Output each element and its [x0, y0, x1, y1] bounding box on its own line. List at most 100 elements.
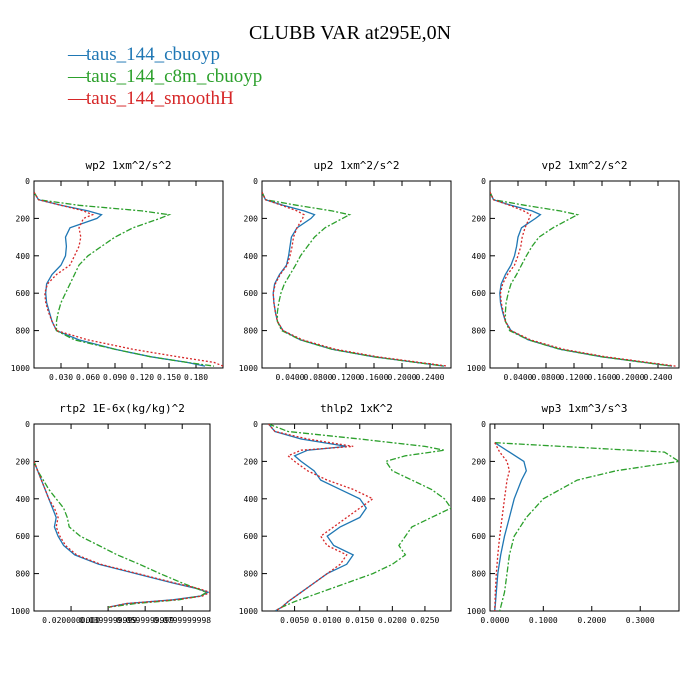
chart-panel-3: vp2 1xm^2/s^2 0 200 400 600 800 1000 0.0400 0.08… — [467, 159, 680, 382]
y-tick-label: 0 — [481, 177, 486, 186]
series-line-3 — [34, 461, 210, 608]
plot-frame — [261, 180, 452, 369]
series-line-3 — [494, 442, 511, 611]
series-line-2 — [490, 191, 673, 367]
series-line-1 — [262, 191, 445, 367]
y-tick-label: 200 — [16, 214, 31, 223]
legend-entry-smoothh: —taus_144_smoothH — [68, 88, 262, 110]
x-tick-label: 0.2400 — [644, 373, 673, 382]
chart-title: rtp2 1E-6x(kg/kg)^2 — [59, 402, 185, 415]
y-tick-label: 800 — [472, 327, 487, 336]
x-tick-label: 0.1600 — [360, 373, 389, 382]
chart-title: wp3 1xm^3/s^3 — [541, 402, 627, 415]
chart-panel-4: rtp2 1E-6x(kg/kg)^2 0 200 400 600 800 1000 0.02… — [11, 402, 212, 625]
y-tick-label: 400 — [472, 252, 487, 261]
x-tick-label: 0.0599999999 — [116, 616, 174, 625]
y-tick-label: 600 — [472, 532, 487, 541]
y-tick-label: 200 — [244, 457, 259, 466]
x-tick-label: 0.3000 — [626, 616, 655, 625]
x-tick-label: 0.0150 — [345, 616, 374, 625]
series-line-1 — [490, 191, 673, 367]
y-tick-label: 600 — [244, 532, 259, 541]
x-tick-label: 0.0400 — [504, 373, 533, 382]
plot-frame — [33, 423, 211, 612]
chart-title: wp2 1xm^2/s^2 — [85, 159, 171, 172]
legend-entry-c8m-cbuoyp: —taus_144_c8m_cbuoyp — [68, 66, 262, 88]
x-tick-label: 0.180 — [184, 373, 208, 382]
chart-panel-2: up2 1xm^2/s^2 0 200 400 600 800 1000 0.0400 0.08… — [239, 159, 452, 382]
x-tick-label: 0.1000 — [529, 616, 558, 625]
y-tick-label: 0 — [25, 420, 30, 429]
chart-panel-5: thlp2 1xK^2 0 200 400 600 800 1000 0.0050 0.0100… — [239, 402, 452, 625]
y-tick-label: 200 — [472, 457, 487, 466]
series-line-2 — [34, 461, 208, 608]
x-tick-label: 0.060 — [76, 373, 100, 382]
x-tick-label: 0.1200 — [560, 373, 589, 382]
legend-line-symbol: — — [68, 88, 87, 109]
series-line-3 — [490, 191, 676, 367]
y-tick-label: 0 — [481, 420, 486, 429]
x-tick-label: 0.0200 — [378, 616, 407, 625]
series-line-3 — [268, 424, 375, 611]
x-tick-label: 0.2000 — [616, 373, 645, 382]
y-tick-label: 400 — [472, 495, 487, 504]
x-tick-label: 0.0800 — [532, 373, 561, 382]
series-line-3 — [262, 191, 448, 367]
legend-label: taus_144_cbuoyp — [86, 44, 221, 65]
y-tick-label: 1000 — [467, 364, 486, 373]
series-line-1 — [494, 442, 527, 611]
series-line-1 — [268, 424, 368, 611]
x-tick-label: 0.0400 — [276, 373, 305, 382]
chart-panel-1: wp2 1xm^2/s^2 0 200 400 600 800 1000 0.030 0.060… — [11, 159, 224, 382]
x-tick-label: 0.120 — [130, 373, 154, 382]
plot-frame — [261, 423, 452, 612]
series-line-1 — [34, 191, 206, 367]
y-tick-label: 600 — [16, 289, 31, 298]
series-line-2 — [34, 191, 215, 367]
x-tick-label: 0.2000 — [388, 373, 417, 382]
y-tick-label: 1000 — [239, 607, 258, 616]
y-tick-label: 800 — [244, 570, 259, 579]
y-tick-label: 200 — [16, 457, 31, 466]
x-tick-label: 0.1600 — [588, 373, 617, 382]
y-tick-label: 1000 — [467, 607, 486, 616]
legend: —taus_144_cbuoyp —taus_144_c8m_cbuoyp —t… — [68, 44, 262, 110]
y-tick-label: 1000 — [239, 364, 258, 373]
y-tick-label: 800 — [244, 327, 259, 336]
y-tick-label: 800 — [472, 570, 487, 579]
legend-entry-cbuoyp: —taus_144_cbuoyp — [68, 44, 262, 66]
plot-frame — [489, 180, 680, 369]
page-title: CLUBB VAR at295E,0N — [248, 22, 452, 44]
y-tick-label: 1000 — [11, 364, 30, 373]
y-tick-label: 1000 — [11, 607, 30, 616]
y-tick-label: 0 — [25, 177, 30, 186]
x-tick-label: 0.1200 — [332, 373, 361, 382]
x-tick-label: 0.030 — [49, 373, 73, 382]
y-tick-label: 600 — [472, 289, 487, 298]
y-tick-label: 800 — [16, 570, 31, 579]
x-tick-label: 0.0399999999 — [79, 616, 137, 625]
series-line-2 — [262, 191, 445, 367]
legend-label: taus_144_smoothH — [86, 88, 234, 109]
x-tick-label: 0.2000 — [577, 616, 606, 625]
y-tick-label: 800 — [16, 327, 31, 336]
chart-title: vp2 1xm^2/s^2 — [541, 159, 627, 172]
series-line-2 — [268, 424, 451, 611]
legend-line-symbol: — — [68, 66, 87, 87]
y-tick-label: 400 — [16, 252, 31, 261]
y-tick-label: 600 — [16, 532, 31, 541]
chart-title: up2 1xm^2/s^2 — [313, 159, 399, 172]
y-tick-label: 0 — [253, 420, 258, 429]
x-tick-label: 0.2400 — [416, 373, 445, 382]
y-tick-label: 200 — [244, 214, 259, 223]
y-tick-label: 0 — [253, 177, 258, 186]
y-tick-label: 400 — [244, 495, 259, 504]
x-tick-label: 0.0250 — [410, 616, 439, 625]
y-tick-label: 200 — [472, 214, 487, 223]
y-tick-label: 400 — [16, 495, 31, 504]
x-tick-label: 0.150 — [157, 373, 181, 382]
series-line-1 — [34, 461, 210, 608]
y-tick-label: 600 — [244, 289, 259, 298]
